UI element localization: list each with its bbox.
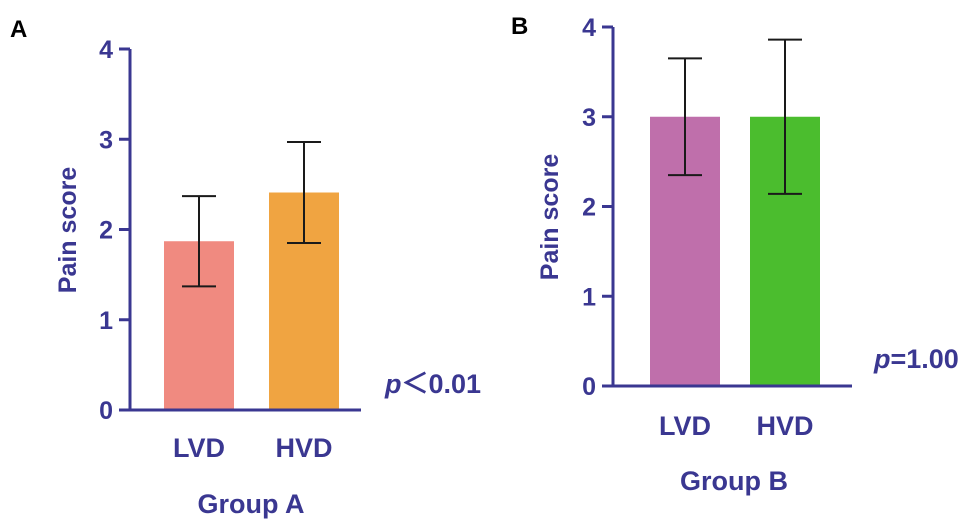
x-tick-label-hvd: HVD [756,411,813,441]
y-tick-label: 1 [99,307,113,335]
y-tick-label: 1 [582,283,596,311]
y-tick-label: 2 [99,217,113,245]
y-tick-label: 0 [99,397,113,425]
y-tick-label: 4 [582,14,596,42]
error-bar-lvd [668,57,702,177]
p-symbol: p [873,344,891,374]
x-axis-title: Group A [198,489,305,519]
y-tick-label: 2 [582,194,596,222]
p-symbol: p [384,369,402,399]
p-value-text: =1.00 [891,344,959,374]
x-tick-label-hvd: HVD [275,433,332,463]
y-tick-label: 3 [582,104,596,132]
error-bar-hvd [768,38,802,195]
y-axis-label: Pain score [536,154,564,281]
x-tick-label-lvd: LVD [173,433,225,463]
x-tick-label-lvd: LVD [659,411,711,441]
y-axis-label: Pain score [54,167,82,294]
y-tick-label: 4 [99,36,113,64]
p-value-annotation: p＜0.01 [384,369,481,399]
panel-b: B Pain score Group B p=1.00 0 1 2 3 4 LVD HVD [511,13,959,496]
panel-letter: A [10,16,27,43]
x-axis-title: Group B [680,466,788,496]
y-tick-label: 0 [582,373,596,401]
error-bar-lvd [182,195,216,288]
p-value-annotation: p=1.00 [873,344,959,374]
panel-a: A Pain score Group A p＜0.01 0 1 2 3 4 LVD HVD [10,16,481,519]
panel-letter: B [511,13,528,40]
error-bar-hvd [287,140,321,245]
p-value-text: ＜0.01 [402,369,482,399]
y-tick-label: 3 [99,126,113,154]
